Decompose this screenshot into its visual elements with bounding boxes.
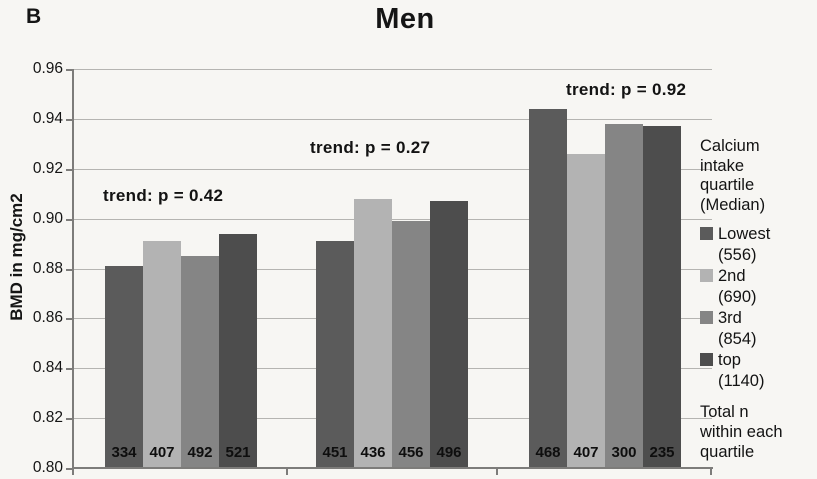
x-axis-line [72,467,713,469]
y-tick-label-0.86: 0.86 [32,309,63,327]
x-tick-2 [286,468,288,475]
legend-swatch-lowest [700,227,713,240]
bar-lowest-group2 [316,241,354,468]
legend: Calcium intake quartile (Median) Lowest (… [700,137,817,462]
chart-title: Men [375,3,435,35]
bar-3rd-group1 [181,256,219,468]
trend-label-group1: trend: p = 0.42 [103,186,224,205]
y-tick-0.90 [66,218,73,221]
bar-top-group1 [219,233,257,468]
y-tick-label-0.90: 0.90 [32,209,63,227]
x-tick-1 [72,468,74,475]
bar-count-lowest-group3: 468 [535,444,561,461]
y-axis-line [72,69,74,469]
bar-2nd-group1 [143,241,181,468]
y-tick-0.82 [66,418,73,421]
bar-count-3rd-group2: 456 [398,444,424,461]
gridline-0.90 [73,218,712,220]
bar-top-group2 [430,201,468,468]
y-tick-0.92 [66,168,73,171]
legend-item-3rd: 3rd (854) [700,308,817,350]
x-tick-3 [496,468,498,475]
bar-lowest-group3 [529,108,567,468]
legend-median-3rd: (854) [718,330,757,348]
bar-count-3rd-group1: 492 [187,444,213,461]
y-tick-0.84 [66,368,73,371]
bar-top-group3 [643,126,681,468]
bar-count-top-group2: 496 [436,444,462,461]
panel-label: B [26,5,42,28]
y-tick-0.94 [66,118,73,121]
bar-3rd-group2 [392,221,430,468]
legend-label-top: top [718,351,741,369]
legend-footnote: Total n within each quartile [700,403,783,461]
legend-item-lowest: Lowest (556) [700,224,817,266]
trend-label-group2: trend: p = 0.27 [310,138,431,157]
legend-item-2nd: 2nd (690) [700,266,817,308]
bar-2nd-group3 [567,153,605,468]
legend-label-lowest: Lowest [718,225,771,243]
y-tick-label-0.96: 0.96 [32,60,63,77]
bar-count-2nd-group3: 407 [573,444,599,461]
legend-swatch-3rd [700,311,713,324]
y-tick-0.88 [66,268,73,271]
legend-label-3rd: 3rd [718,309,742,327]
y-tick-label-0.82: 0.82 [32,409,63,427]
bar-count-3rd-group3: 300 [611,444,637,461]
y-tick-label-0.94: 0.94 [32,109,63,127]
legend-swatch-top [700,353,713,366]
bar-3rd-group3 [605,123,643,468]
bar-count-2nd-group1: 407 [149,444,175,461]
legend-median-lowest: (556) [718,246,757,264]
legend-swatch-2nd [700,269,713,282]
y-tick-label-0.84: 0.84 [32,359,63,377]
gridline-0.94 [73,118,712,120]
legend-items: Lowest (556) 2nd (690) 3rd (854) top (1140) [700,224,817,392]
bar-count-top-group3: 235 [649,444,675,461]
bar-count-2nd-group2: 436 [360,444,386,461]
legend-title: Calcium intake quartile (Median) [700,137,766,214]
gridline-0.96 [73,69,712,70]
gridline-0.92 [73,168,712,170]
bar-2nd-group2 [354,198,392,468]
bar-count-top-group1: 521 [225,444,251,461]
trend-label-group3: trend: p = 0.92 [566,80,687,99]
bar-count-lowest-group1: 334 [111,444,137,461]
legend-item-top: top (1140) [700,350,817,392]
bar-count-lowest-group2: 451 [322,444,348,461]
y-tick-label-0.88: 0.88 [32,259,63,277]
y-tick-0.80 [66,468,73,470]
y-tick-0.96 [66,69,73,71]
y-tick-label-0.80: 0.80 [32,459,63,476]
y-tick-label-0.92: 0.92 [32,159,63,177]
y-tick-0.86 [66,318,73,321]
legend-median-2nd: (690) [718,288,757,306]
legend-label-2nd: 2nd [718,267,746,285]
legend-median-top: (1140) [718,372,765,390]
bar-lowest-group1 [105,266,143,468]
x-tick-4 [710,468,712,475]
